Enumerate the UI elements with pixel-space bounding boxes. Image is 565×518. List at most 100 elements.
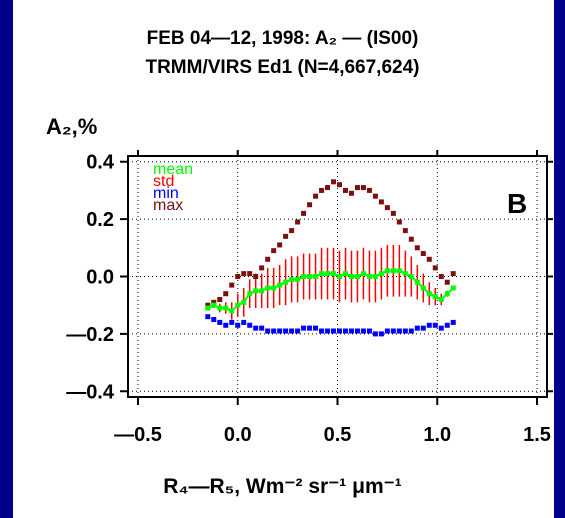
max-point	[378, 199, 384, 205]
mean-point	[223, 305, 229, 311]
y-axis-label: A₂,%	[46, 114, 98, 139]
max-point	[283, 233, 289, 239]
mean-point	[205, 305, 211, 311]
max-point	[420, 251, 426, 257]
mean-point	[271, 285, 277, 291]
max-point	[241, 271, 247, 277]
mean-point	[283, 279, 289, 285]
mean-point	[331, 271, 337, 277]
min-point	[319, 328, 325, 334]
legend-entry-mean: mean	[153, 161, 193, 178]
min-point	[205, 314, 211, 320]
min-point	[396, 328, 402, 334]
min-point	[289, 328, 295, 334]
mean-point	[295, 276, 301, 282]
max-point	[211, 299, 217, 305]
min-point	[265, 328, 271, 334]
max-point	[319, 187, 325, 193]
max-point	[396, 219, 402, 225]
min-point	[372, 331, 378, 337]
title-line-2: TRMM/VIRS Ed1 (N=4,667,624)	[145, 57, 420, 78]
max-point	[271, 248, 277, 254]
mean-point	[301, 274, 307, 279]
min-point	[271, 328, 277, 334]
min-point	[348, 328, 354, 334]
min-point	[217, 319, 223, 325]
max-point	[426, 256, 432, 262]
mean-point	[247, 291, 253, 297]
x-tick-label: 0.5	[324, 424, 352, 446]
max-point	[265, 256, 271, 262]
mean-point	[217, 305, 223, 311]
mean-point	[289, 276, 295, 282]
max-point	[277, 242, 283, 248]
mean-point	[235, 302, 241, 308]
min-point	[354, 328, 360, 334]
min-point	[432, 322, 438, 328]
min-point	[325, 328, 331, 334]
mean-point	[438, 296, 444, 302]
max-point	[229, 282, 235, 288]
mean-point	[354, 274, 360, 279]
mean-point	[277, 282, 283, 288]
min-point	[336, 328, 342, 334]
min-point	[342, 328, 348, 334]
max-point	[450, 271, 456, 277]
min-point	[235, 322, 241, 328]
max-point	[259, 265, 265, 271]
mean-point	[211, 302, 217, 308]
max-point	[438, 274, 444, 279]
max-point	[342, 187, 348, 193]
min-point	[283, 328, 289, 334]
mean-point	[408, 274, 414, 279]
mean-point	[348, 274, 354, 279]
max-point	[289, 228, 295, 234]
max-point	[325, 185, 331, 191]
chart-title: FEB 04—12, 1998: A₂ — (IS00) TRMM/VIRS E…	[0, 24, 565, 82]
mean-point	[307, 274, 313, 279]
min-point	[307, 325, 313, 331]
min-point	[313, 325, 319, 331]
mean-point	[450, 285, 456, 291]
max-point	[366, 187, 372, 193]
min-point	[241, 319, 247, 325]
min-point	[331, 328, 337, 334]
max-point	[205, 302, 211, 308]
x-tick-label: —0.5	[114, 424, 162, 446]
y-tick-label: 0.4	[86, 152, 115, 174]
max-point	[348, 190, 354, 196]
max-point	[414, 245, 420, 251]
min-point	[402, 328, 408, 334]
max-point	[354, 185, 360, 191]
max-point	[444, 279, 450, 285]
max-point	[253, 274, 259, 279]
mean-point	[241, 299, 247, 305]
mean-point	[420, 285, 426, 291]
mean-point	[396, 268, 402, 274]
mean-point	[426, 291, 432, 297]
legend-entry-min: min	[153, 185, 179, 202]
max-point	[336, 182, 342, 188]
mean-point	[414, 279, 420, 285]
min-point	[211, 317, 217, 323]
max-point	[301, 210, 307, 216]
title-line-1: FEB 04—12, 1998: A₂ — (IS00)	[146, 28, 419, 49]
min-point	[277, 328, 283, 334]
mean-point	[402, 271, 408, 277]
legend-entry-max: max	[153, 197, 183, 214]
x-axis-label: R₄—R₅, Wm⁻² sr⁻¹ μm⁻¹	[163, 475, 402, 498]
mean-point	[336, 274, 342, 279]
mean-point	[432, 294, 438, 300]
max-point	[313, 193, 319, 199]
min-point	[301, 325, 307, 331]
max-point	[295, 219, 301, 225]
max-point	[360, 185, 366, 191]
mean-point	[229, 308, 235, 314]
mean-point	[319, 271, 325, 277]
min-point	[366, 328, 372, 334]
min-point	[426, 322, 432, 328]
x-tick-label: 1.5	[523, 424, 551, 446]
max-point	[307, 202, 313, 208]
y-tick-label: 0.2	[86, 209, 114, 231]
